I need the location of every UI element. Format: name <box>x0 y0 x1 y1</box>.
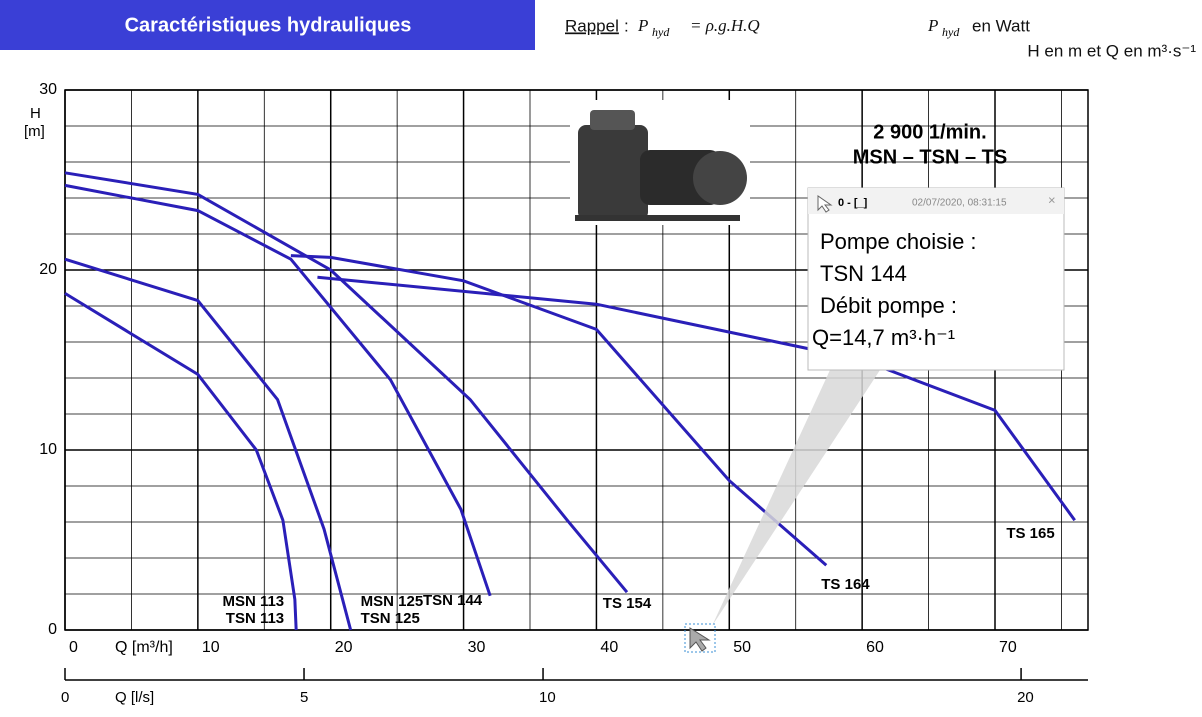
chart: Caractéristiques hydrauliques Rappel : P… <box>0 0 1202 712</box>
tooltip-line: TSN 144 <box>820 261 907 286</box>
curve-label: MSN 113 <box>222 593 284 610</box>
x2-tick-label: 5 <box>300 689 308 706</box>
close-button[interactable]: × <box>1048 192 1056 207</box>
curve-label: TSN 113 <box>226 610 284 627</box>
speed-label: 2 900 1/min. <box>873 121 986 143</box>
x2-axis-label: Q [l/s] <box>115 689 154 706</box>
x-tick-label: 40 <box>600 639 618 656</box>
range-label: MSN – TSN – TS <box>853 146 1007 168</box>
curve-label: TS 165 <box>1006 525 1054 542</box>
unit-watt: en Watt <box>972 16 1030 35</box>
x-axis-label: Q [m³/h] <box>115 639 173 656</box>
unit-line: H en m et Q en m³·s⁻¹ <box>1027 41 1196 60</box>
colon: : <box>624 16 629 35</box>
tooltip-line: Q=14,7 m³·h⁻¹ <box>812 325 955 350</box>
x2-tick-label: 20 <box>1017 689 1034 706</box>
x-tick-label: 50 <box>733 639 751 656</box>
tooltip-date: 02/07/2020, 08:31:15 <box>912 198 1007 209</box>
unit-sub: hyd <box>942 25 960 39</box>
formula: = ρ.g.H.Q <box>690 16 760 35</box>
x2-tick-label: 0 <box>61 689 69 706</box>
y-axis-label: H <box>30 105 41 122</box>
curve-label: TS 164 <box>821 576 870 593</box>
x-tick-label: 20 <box>335 639 353 656</box>
cursor <box>690 628 709 651</box>
tooltip-line: Débit pompe : <box>820 293 957 318</box>
x2-tick-label: 10 <box>539 689 556 706</box>
tooltip-id: 0 - [_] <box>838 197 868 209</box>
pump-photo <box>570 100 750 225</box>
page: Caractéristiques hydrauliques Rappel : P… <box>0 0 1202 717</box>
y-tick-label: 0 <box>48 621 57 638</box>
x-tick-label: 0 <box>69 639 78 656</box>
formula-sub: hyd <box>652 25 670 39</box>
plot: 0 10 20 30 0 10 20 30 40 50 60 70 H[m] Q [m³/h] 0 5 10 20… <box>24 81 1088 706</box>
x-tick-label: 30 <box>468 639 486 656</box>
curve-label: MSN 125 <box>361 593 424 610</box>
title: Caractéristiques hydrauliques <box>125 14 412 36</box>
formula-p: P <box>637 16 648 35</box>
y-tick-label: 20 <box>39 261 57 278</box>
curve-label: TSN 125 <box>361 610 420 627</box>
tooltip-line: Pompe choisie : <box>820 229 977 254</box>
rappel: Rappel <box>565 16 619 35</box>
unit-p: P <box>927 16 938 35</box>
x-tick-label: 60 <box>866 639 884 656</box>
curve-label: TSN 144 <box>423 592 483 609</box>
y-axis-unit: [m] <box>24 123 45 140</box>
x-tick-label: 70 <box>999 639 1017 656</box>
x-tick-label: 10 <box>202 639 220 656</box>
y-tick-label: 10 <box>39 441 57 458</box>
curve-label: TS 154 <box>603 595 652 612</box>
y-tick-label: 30 <box>39 81 57 98</box>
